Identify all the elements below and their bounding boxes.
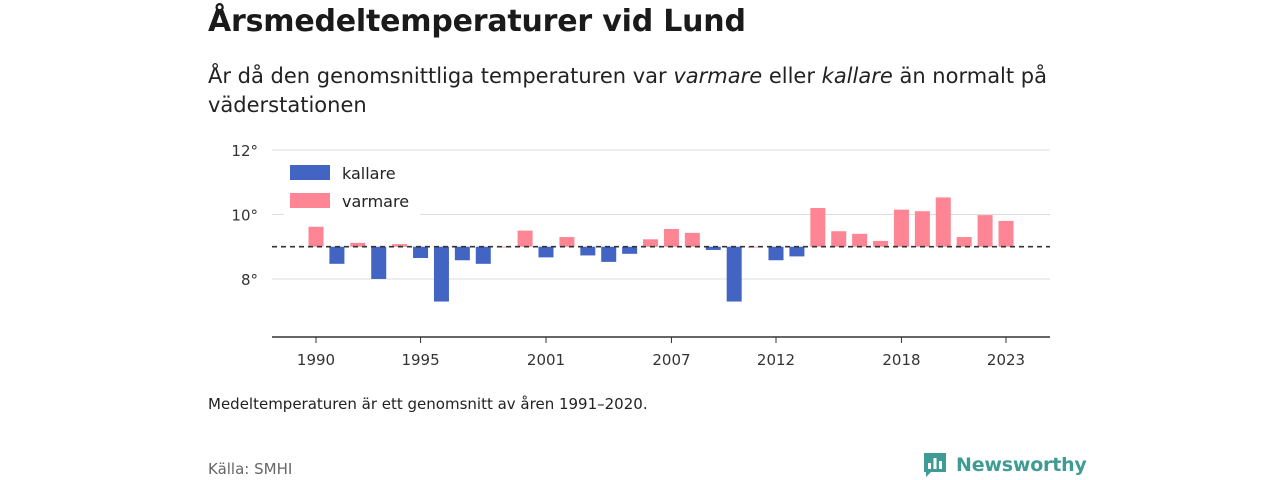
x-tick-label: 1990: [297, 351, 335, 369]
bar: [998, 220, 1014, 247]
bar: [893, 209, 909, 247]
legend-label: kallare: [342, 164, 396, 183]
bar: [329, 246, 345, 264]
bar: [663, 228, 679, 247]
x-tick-label: 2001: [527, 351, 565, 369]
bar: [789, 246, 805, 257]
bar: [475, 246, 491, 264]
bar: [977, 215, 993, 247]
x-tick-label: 2012: [757, 351, 795, 369]
bar: [454, 246, 470, 261]
bar: [705, 246, 721, 250]
chart-subtitle: År då den genomsnittliga temperaturen va…: [208, 62, 1088, 120]
bar: [726, 246, 742, 302]
brand-name: Newsworthy: [956, 454, 1087, 476]
subtitle-text: eller: [762, 64, 822, 88]
bar: [956, 237, 972, 247]
bar: [538, 246, 554, 258]
y-tick-label: 8°: [241, 271, 258, 289]
bar: [747, 246, 763, 248]
bar: [496, 246, 512, 248]
legend-swatch: [290, 165, 330, 180]
bar: [622, 246, 638, 254]
bar: [433, 246, 449, 302]
bar: [350, 242, 366, 247]
brand-logo: Newsworthy: [922, 451, 1087, 479]
chart-title: Årsmedeltemperaturer vid Lund: [208, 4, 746, 39]
bar: [580, 246, 596, 256]
bar-chart: 8° 10° 12° 1990 1995 2001 2007 2012 2018 2023 kall…: [231, 142, 1050, 369]
bar: [559, 237, 575, 247]
subtitle-text: än normalt på väderstationen: [208, 64, 1047, 117]
bar: [601, 246, 617, 262]
y-tick-label: 12°: [231, 142, 258, 160]
bar: [413, 246, 429, 259]
bar: [914, 211, 930, 247]
bar: [810, 208, 826, 247]
bar: [935, 197, 951, 247]
subtitle-emphasis-warm: varmare: [673, 64, 763, 88]
bar: [768, 246, 784, 261]
bar: [873, 240, 889, 247]
subtitle-text: År då den genomsnittliga temperaturen va…: [208, 64, 674, 88]
subtitle-emphasis-cold: kallare: [821, 64, 893, 88]
bar: [852, 233, 868, 247]
source-label: Källa: SMHI: [208, 460, 293, 478]
footnote: Medeltemperaturen är ett genomsnitt av å…: [208, 395, 648, 413]
x-tick-label: 2007: [652, 351, 690, 369]
y-tick-label: 10°: [231, 206, 258, 224]
bar: [392, 244, 408, 247]
newsworthy-icon: [924, 453, 946, 477]
bar: [684, 232, 700, 247]
bar: [643, 239, 659, 247]
legend-label: varmare: [342, 192, 409, 211]
bar: [371, 246, 387, 279]
legend-swatch: [290, 193, 330, 208]
bar: [308, 226, 324, 247]
x-tick-label: 1995: [401, 351, 439, 369]
x-tick-label: 2023: [987, 351, 1025, 369]
bar: [517, 230, 533, 247]
x-tick-label: 2018: [882, 351, 920, 369]
bar: [831, 231, 847, 247]
